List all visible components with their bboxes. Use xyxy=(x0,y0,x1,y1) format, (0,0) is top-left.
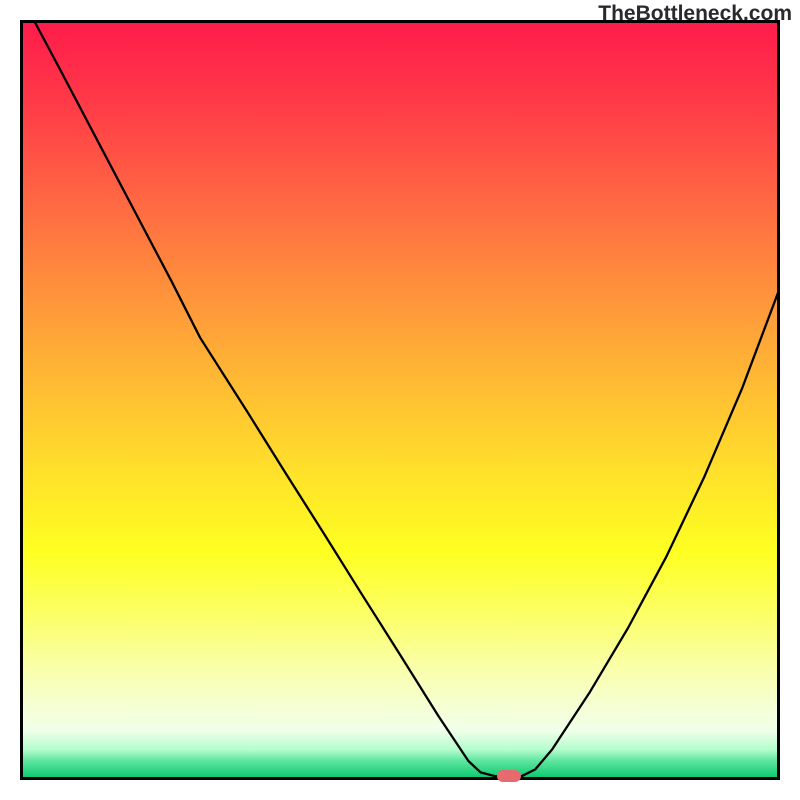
plot-area xyxy=(20,20,780,780)
bottleneck-curve xyxy=(20,20,780,780)
optimal-marker xyxy=(497,770,521,782)
chart-container: TheBottleneck.com xyxy=(0,0,800,800)
watermark-text: TheBottleneck.com xyxy=(598,2,792,26)
